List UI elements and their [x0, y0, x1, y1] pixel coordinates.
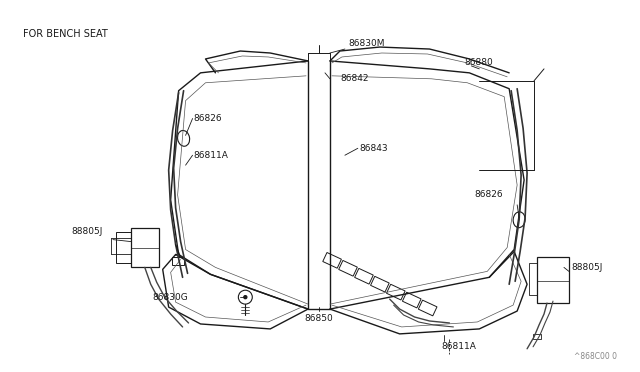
Bar	[172, 257, 184, 265]
Text: 86826: 86826	[193, 114, 222, 123]
Text: 86842: 86842	[340, 74, 369, 83]
Text: 86811A: 86811A	[442, 342, 476, 351]
Text: 88805J: 88805J	[571, 263, 602, 272]
Bar	[529, 263, 537, 295]
Bar	[387, 284, 405, 300]
Bar	[339, 260, 357, 276]
Text: 86830M: 86830M	[348, 39, 385, 48]
Text: 88805J: 88805J	[71, 227, 102, 236]
Bar	[371, 276, 389, 292]
Bar	[537, 257, 569, 303]
Bar	[116, 232, 131, 263]
Text: 86826: 86826	[474, 190, 503, 199]
Bar	[355, 268, 373, 284]
Text: FOR BENCH SEAT: FOR BENCH SEAT	[23, 29, 108, 39]
Text: 86880: 86880	[465, 58, 493, 67]
Bar	[131, 228, 159, 267]
Bar	[403, 292, 421, 308]
Bar	[419, 300, 437, 316]
Text: 86843: 86843	[360, 144, 388, 153]
Bar	[323, 253, 341, 268]
Text: 86830G: 86830G	[153, 293, 188, 302]
Bar	[533, 334, 541, 339]
Text: 86850: 86850	[305, 314, 333, 324]
Text: ^868C00 0: ^868C00 0	[573, 352, 617, 361]
Circle shape	[244, 296, 247, 299]
Text: 86811A: 86811A	[193, 151, 228, 160]
